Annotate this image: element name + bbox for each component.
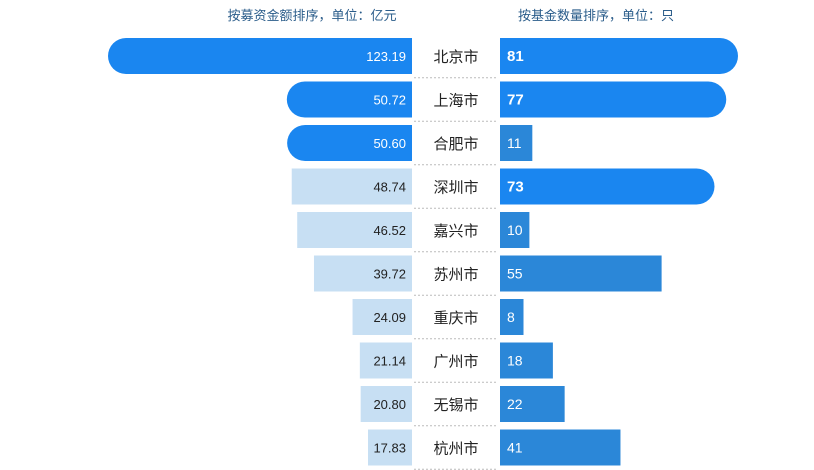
count-bar-edge (500, 168, 536, 205)
count-label: 8 (507, 309, 515, 325)
city-label: 嘉兴市 (433, 222, 478, 240)
amount-bar (360, 386, 412, 422)
amount-bar (359, 342, 412, 379)
city-label: 无锡市 (433, 396, 478, 414)
city-label: 广州市 (433, 353, 478, 371)
amount-label: 50.60 (373, 136, 406, 151)
amount-bar-edge (376, 81, 412, 118)
amount-label: 20.80 (373, 397, 406, 412)
count-bar (500, 38, 738, 74)
count-bar-edge (500, 81, 536, 118)
count-label: 81 (507, 48, 524, 65)
count-label: 77 (507, 92, 524, 109)
amount-bar (291, 168, 412, 205)
amount-label: 39.72 (373, 267, 406, 282)
city-label: 北京市 (433, 48, 478, 66)
city-label: 合肥市 (433, 135, 478, 153)
amount-label: 17.83 (373, 441, 406, 456)
amount-label: 123.19 (366, 49, 406, 64)
count-bar (500, 168, 715, 205)
amount-label: 50.72 (373, 93, 406, 108)
count-bar-edge (500, 38, 536, 74)
amount-bar (108, 38, 412, 74)
count-bar (500, 342, 553, 379)
city-label: 上海市 (433, 92, 478, 110)
count-label: 73 (507, 179, 524, 196)
count-bar (500, 125, 533, 161)
amount-bar-edge (376, 125, 412, 161)
left-header: 按募资金额排序，单位：亿元 (227, 8, 396, 24)
city-label: 深圳市 (433, 179, 478, 197)
amount-label: 24.09 (373, 310, 406, 325)
count-label: 11 (507, 135, 522, 151)
count-bar (500, 255, 662, 292)
amount-label: 48.74 (373, 180, 406, 195)
count-bar (500, 81, 727, 118)
count-label: 18 (507, 353, 523, 369)
right-header: 按基金数量排序，单位：只 (518, 8, 674, 24)
amount-bar (368, 429, 412, 466)
count-label: 10 (507, 222, 523, 238)
count-bar (500, 386, 565, 422)
amount-bar (352, 299, 412, 335)
amount-bar (313, 255, 412, 292)
count-bar (500, 429, 621, 466)
chart-rows: 123.19 81 北京市 50.72 77 上海市 50.60 11 合肥市 48.74 73 深圳… (108, 38, 738, 470)
city-label: 重庆市 (433, 309, 478, 327)
count-label: 41 (507, 440, 523, 456)
count-label: 55 (507, 266, 523, 282)
amount-bar (297, 212, 412, 248)
amount-bar-edge (376, 38, 412, 74)
amount-label: 21.14 (373, 354, 406, 369)
amount-label: 46.52 (373, 223, 406, 238)
city-label: 杭州市 (433, 440, 478, 458)
count-bar (500, 299, 524, 335)
count-bar (500, 212, 530, 248)
city-label: 苏州市 (433, 266, 478, 284)
count-label: 22 (507, 396, 523, 412)
